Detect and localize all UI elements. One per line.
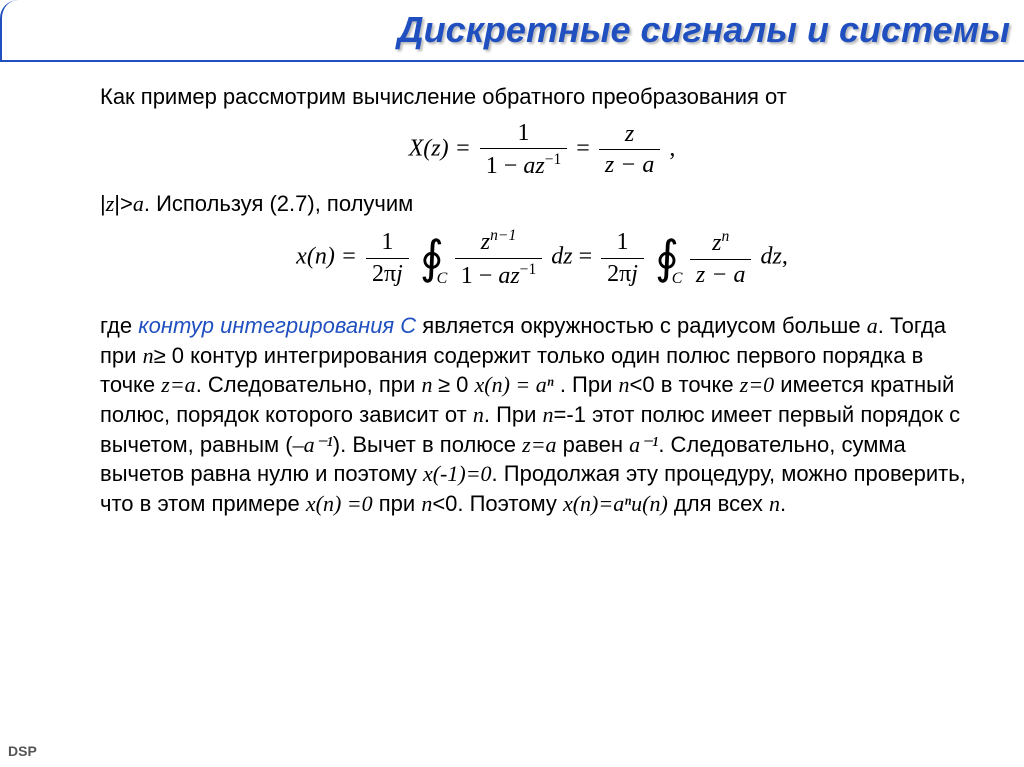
condition-line: |z|>a. Используя (2.7), получим <box>100 189 984 219</box>
equation-1: X(z) = 1 1 − az−1 = z z − a , <box>100 120 984 180</box>
equation-2: x(n) = 1 2πj ∮C zn−1 1 − az−1 dz = 1 2πj… <box>100 227 984 289</box>
contour-integral-icon: ∮C <box>420 235 444 281</box>
intro-paragraph: Как пример рассмотрим вычисление обратно… <box>100 82 984 112</box>
explanation-paragraph: где контур интегрирования С является окр… <box>100 311 984 519</box>
footer-label: DSP <box>8 743 37 759</box>
title-bar: Дискретные сигналы и системы <box>0 0 1024 62</box>
highlighted-term: контур интегрирования С <box>138 313 416 338</box>
contour-integral-icon: ∮C <box>655 235 679 281</box>
slide-content: Как пример рассмотрим вычисление обратно… <box>100 82 984 525</box>
slide-title: Дискретные сигналы и системы <box>398 9 1010 51</box>
